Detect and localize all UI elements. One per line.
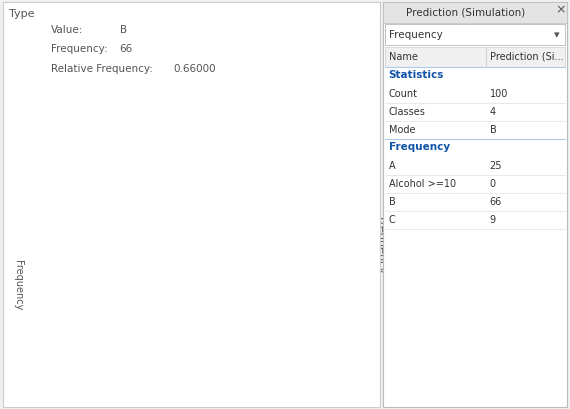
Bar bbox=[226, 139, 264, 368]
Text: 100: 100 bbox=[490, 89, 508, 99]
Text: B: B bbox=[490, 125, 496, 135]
Text: Type: Type bbox=[9, 9, 34, 19]
Text: Frequency: Frequency bbox=[389, 142, 450, 152]
Bar bbox=[73, 281, 111, 368]
Text: 25: 25 bbox=[490, 161, 502, 171]
Text: Frequency: Frequency bbox=[389, 30, 442, 40]
Text: Name: Name bbox=[389, 52, 418, 62]
Text: Prediction (Simulation): Prediction (Simulation) bbox=[406, 8, 526, 18]
Text: A: A bbox=[389, 161, 396, 171]
Text: 0.66000: 0.66000 bbox=[174, 64, 217, 74]
Text: ▾: ▾ bbox=[554, 30, 560, 40]
Y-axis label: Relative Frequency: Relative Frequency bbox=[23, 193, 33, 300]
Text: ×: × bbox=[555, 3, 565, 16]
Bar bbox=[302, 337, 340, 368]
Text: 66: 66 bbox=[120, 44, 133, 54]
Text: 66: 66 bbox=[490, 197, 502, 207]
Text: C: C bbox=[389, 215, 396, 225]
Text: Mode: Mode bbox=[389, 125, 415, 135]
Text: Classes: Classes bbox=[389, 107, 426, 117]
Text: 4: 4 bbox=[490, 107, 496, 117]
Text: 9: 9 bbox=[490, 215, 496, 225]
Text: Count: Count bbox=[389, 89, 418, 99]
Text: Frequency:: Frequency: bbox=[51, 44, 108, 54]
Text: B: B bbox=[120, 25, 127, 34]
Y-axis label: Frequency: Frequency bbox=[375, 218, 385, 275]
Text: 0: 0 bbox=[490, 179, 496, 189]
Text: Value:: Value: bbox=[51, 25, 84, 34]
Text: Statistics: Statistics bbox=[389, 70, 444, 80]
Text: Alcohol >=10: Alcohol >=10 bbox=[389, 179, 456, 189]
Text: B: B bbox=[389, 197, 396, 207]
Text: Frequency: Frequency bbox=[13, 260, 23, 311]
Text: Relative Frequency:: Relative Frequency: bbox=[51, 64, 153, 74]
Text: Prediction (Si...: Prediction (Si... bbox=[490, 52, 563, 62]
X-axis label: Prediction (Simulation): Prediction (Simulation) bbox=[134, 389, 279, 398]
